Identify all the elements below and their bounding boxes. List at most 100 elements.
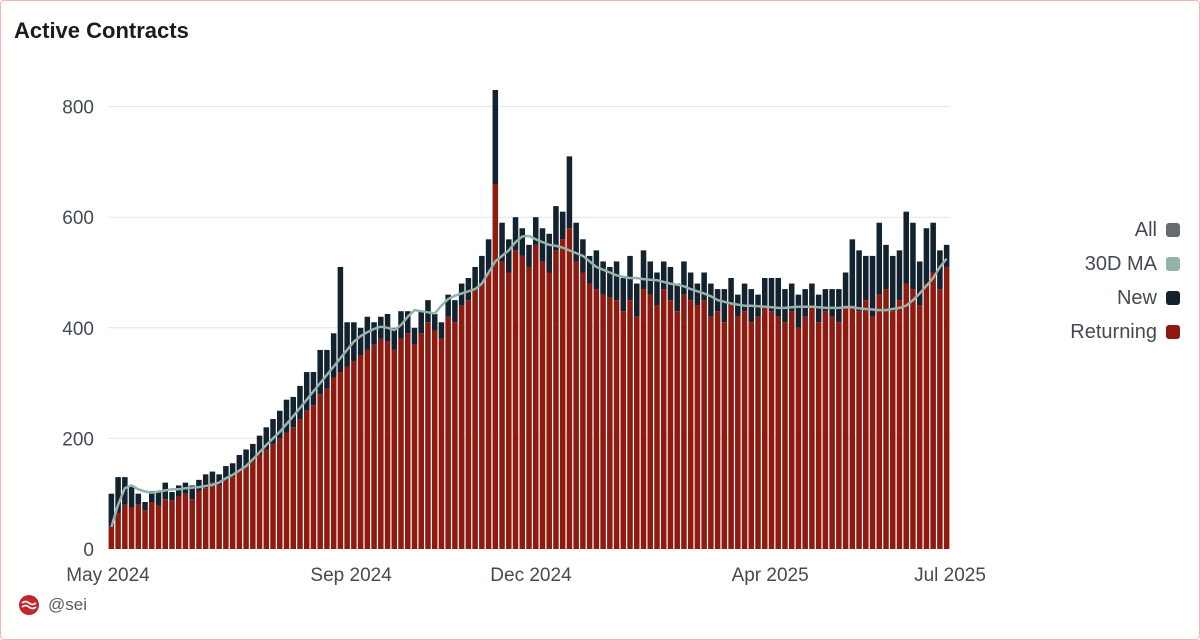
bar-new: [479, 255, 485, 284]
bar-returning: [573, 261, 579, 549]
bar-new: [391, 327, 398, 350]
bar-returning: [499, 261, 505, 549]
bar-returning: [492, 184, 499, 549]
x-tick-label: Sep 2024: [310, 565, 392, 586]
legend-item-all[interactable]: All: [1135, 218, 1180, 242]
bar-returning: [404, 333, 411, 549]
bar-returning: [223, 479, 229, 549]
bar-returning: [856, 311, 862, 549]
bar-returning: [458, 305, 465, 549]
bar-new: [863, 255, 869, 301]
bar-returning: [768, 311, 775, 549]
legend-item-returning[interactable]: Returning: [1070, 320, 1180, 344]
bar-new: [883, 244, 889, 290]
footer: @sei: [18, 594, 87, 616]
bar-new: [142, 501, 148, 511]
bar-returning: [795, 327, 802, 549]
bar-new: [910, 222, 916, 290]
bar-returning: [923, 283, 930, 549]
legend-swatch: [1166, 223, 1180, 237]
y-tick-label: 800: [62, 98, 94, 119]
bar-new: [452, 300, 458, 323]
moving-average-layer: [110, 234, 948, 528]
bar-returning: [694, 305, 701, 549]
bar-new: [202, 474, 209, 489]
bar-returning: [930, 272, 936, 549]
bar-new: [357, 327, 364, 356]
bar-returning: [236, 471, 243, 549]
bar-new: [209, 471, 216, 483]
bar-returning: [290, 427, 297, 549]
bar-new: [290, 396, 297, 428]
bar-new: [438, 322, 445, 339]
bar-returning: [175, 496, 182, 549]
bar-new: [634, 283, 640, 317]
bar-new: [620, 278, 627, 312]
bar-returning: [115, 513, 121, 549]
bar-new: [761, 278, 768, 306]
bar-new: [337, 266, 344, 373]
x-tick-label: Apr 2025: [732, 565, 809, 586]
bar-returning: [411, 344, 418, 549]
legend-swatch: [1166, 291, 1180, 305]
bar-new: [856, 250, 862, 312]
bar-new: [943, 244, 950, 267]
bar-new: [613, 261, 620, 301]
bar-returning: [903, 283, 909, 549]
bar-new: [768, 278, 775, 312]
bar-returning: [532, 244, 539, 549]
bar-new: [223, 466, 229, 480]
bar-returning: [600, 294, 606, 549]
bar-returning: [270, 443, 276, 549]
legend-label: 30D MA: [1084, 252, 1157, 275]
bar-new: [600, 261, 606, 295]
bar-new: [930, 222, 936, 273]
bar-returning: [277, 438, 283, 549]
bar-returning: [297, 419, 303, 549]
bar-new: [903, 211, 909, 284]
bar-returning: [681, 294, 687, 549]
bar-returning: [506, 272, 512, 549]
bar-new: [317, 349, 323, 395]
bar-returning: [553, 250, 559, 550]
bar-returning: [182, 493, 189, 549]
bar-returning: [472, 289, 478, 549]
bar-new: [802, 289, 808, 317]
bar-returning: [620, 311, 627, 549]
bar-new: [923, 228, 930, 284]
x-tick-label: May 2024: [66, 565, 150, 586]
bar-new: [694, 283, 701, 306]
legend: All 30D MA New Returning: [1070, 218, 1180, 344]
bar-new: [896, 250, 903, 301]
bar-new: [795, 294, 802, 328]
bar-new: [155, 492, 162, 506]
legend-item-new[interactable]: New: [1117, 286, 1180, 310]
bar-returning: [829, 316, 835, 549]
bar-new: [593, 250, 600, 290]
bar-new: [687, 272, 694, 301]
bar-returning: [155, 505, 162, 549]
bar-returning: [748, 322, 755, 549]
bar-returning: [189, 499, 195, 549]
bar-new: [573, 222, 579, 262]
bar-returning: [566, 228, 573, 550]
footer-handle: @sei: [48, 595, 87, 614]
bar-new: [829, 289, 835, 317]
bar-new: [243, 449, 249, 467]
bar-returning: [721, 322, 728, 549]
bar-new: [175, 485, 182, 497]
bar-new: [822, 289, 829, 312]
legend-item-30d-ma[interactable]: 30D MA: [1085, 252, 1180, 276]
bar-returning: [660, 289, 667, 549]
bar-returning: [916, 305, 923, 549]
bar-returning: [303, 410, 310, 549]
bar-returning: [741, 311, 748, 549]
bar-new: [324, 349, 330, 389]
bar-returning: [815, 322, 822, 549]
x-tick-label: Dec 2024: [490, 565, 572, 586]
bar-returning: [519, 255, 526, 549]
bar-new: [782, 289, 788, 323]
bar-returning: [209, 482, 216, 549]
y-tick-label: 200: [62, 429, 94, 450]
